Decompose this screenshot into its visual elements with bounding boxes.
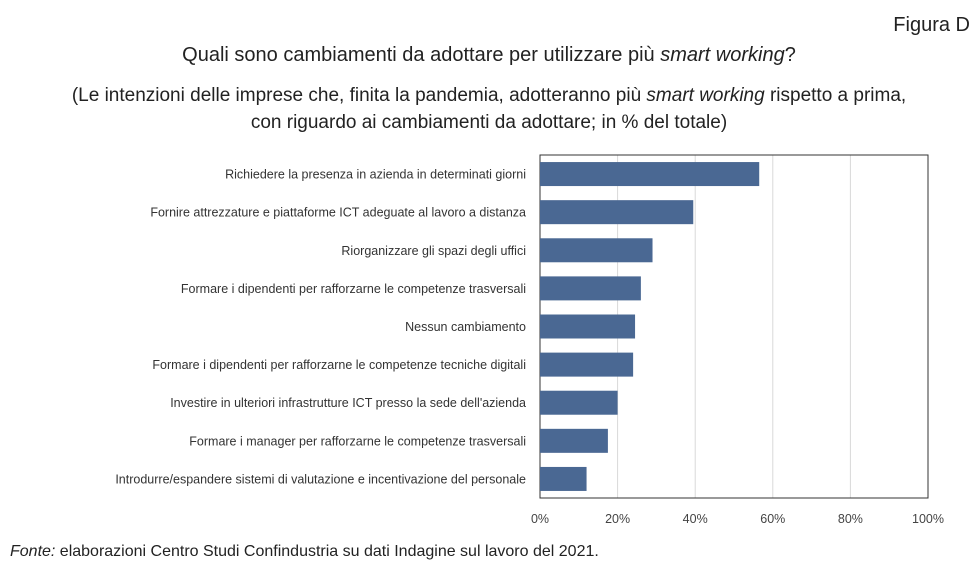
bar-9 [540,466,587,491]
bar-3 [540,238,653,263]
title-text: Quali sono cambiamenti da adottare per u… [182,44,661,66]
category-label-8: Formare i manager per rafforzarne le com… [189,434,526,448]
category-label-9: Introdurre/espandere sistemi di valutazi… [115,472,526,486]
x-tick-label-3: 60% [760,512,785,526]
category-label-4: Formare i dipendenti per rafforzarne le … [181,282,526,296]
category-label-3: Riorganizzare gli spazi degli uffici [341,244,526,258]
x-tick-label-1: 20% [605,512,630,526]
bar-4 [540,276,641,301]
x-tick-label-5: 100% [912,512,944,526]
source-text: elaborazioni Centro Studi Confindustria … [55,543,599,560]
chart-subtitle: (Le intenzioni delle imprese che, finita… [0,82,978,136]
x-tick-label-0: 0% [531,512,549,526]
bar-1 [540,162,760,187]
bar-7 [540,390,618,415]
category-label-2: Fornire attrezzature e piattaforme ICT a… [150,206,526,220]
bar-6 [540,352,634,377]
subtitle-text: (Le intenzioni delle imprese che, finita… [71,85,647,106]
category-label-1: Richiedere la presenza in azienda in det… [225,168,526,182]
subtitle-line-2: con riguardo ai cambiamenti da adottare;… [250,112,728,133]
category-label-6: Formare i dipendenti per rafforzarne le … [152,358,526,372]
subtitle-emphasis: smart working [646,85,765,106]
title-emphasis: smart working [660,44,785,66]
x-tick-label-4: 80% [838,512,863,526]
title-suffix: ? [784,44,796,66]
bar-2 [540,200,694,225]
bar-8 [540,428,608,453]
bar-5 [540,314,636,339]
category-label-7: Investire in ulteriori infrastrutture IC… [170,396,526,410]
x-tick-label-2: 40% [683,512,708,526]
subtitle-line-1: (Le intenzioni delle imprese che, finita… [0,82,978,109]
subtitle-suffix: rispetto a prima, [764,85,907,106]
chart-title: Quali sono cambiamenti da adottare per u… [0,44,978,67]
source-note: Fonte: elaborazioni Centro Studi Confind… [10,543,599,561]
source-label: Fonte: [10,543,56,560]
category-label-5: Nessun cambiamento [405,320,526,334]
figure-label: Figura D [893,14,970,36]
